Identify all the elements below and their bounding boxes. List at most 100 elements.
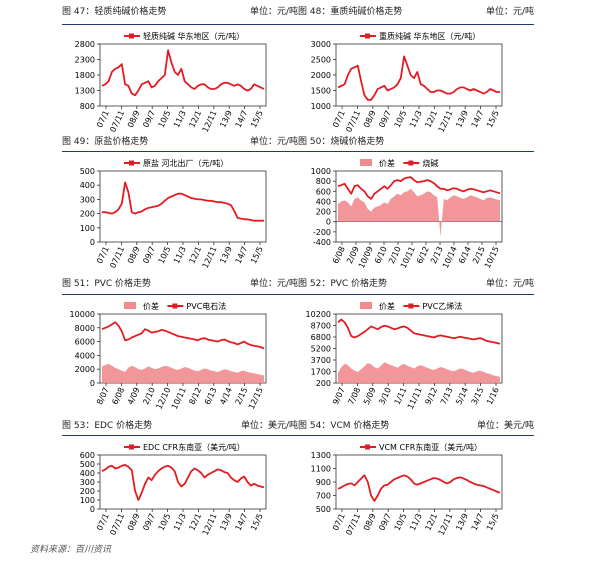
y-tick-label: 100 <box>80 224 95 233</box>
x-tick-label: 14/7 <box>470 512 486 532</box>
series-line <box>337 474 501 502</box>
x-tick-label: 10/5 <box>157 512 173 532</box>
y-tick-label: 1000 <box>311 102 331 111</box>
y-tick-label: 0 <box>90 379 95 388</box>
figure-divider <box>298 435 534 436</box>
y-tick-label: 200 <box>316 379 331 388</box>
x-tick-label: 2/10 <box>141 386 157 406</box>
legend-label: 轻质纯碱 华东地区（元/吨） <box>143 31 244 41</box>
y-tick-label: 5200 <box>311 345 331 354</box>
x-tick-label: 07/1 <box>95 245 111 265</box>
figure-title: 图 48：重质纯碱价格走势 <box>298 7 403 17</box>
y-tick-label: 300 <box>80 195 95 204</box>
figure-unit: 单位：元/吨 <box>249 7 298 17</box>
x-tick-label: 15/5 <box>249 512 265 532</box>
series-area <box>338 362 500 383</box>
x-tick-label: 07/1 <box>95 512 111 532</box>
x-tick-label: 12/1 <box>187 512 203 532</box>
plot-frame <box>335 170 503 243</box>
legend-label: EDC CFR东南亚（美元/吨） <box>143 442 245 452</box>
legend-marker <box>408 160 414 166</box>
y-tick-label: 1300 <box>75 87 95 96</box>
y-tick-label: 1100 <box>311 465 331 474</box>
chart-figure-52: 价差 PVC乙烯法 10200 8700 6800 5200 3700 1700 200 9/07… <box>298 296 534 411</box>
y-tick-label: 800 <box>316 177 331 186</box>
x-tick-label: 07/1 <box>331 109 347 129</box>
y-tick-label: 400 <box>316 197 331 206</box>
x-tick-label: 08/9 <box>126 109 142 129</box>
figure-title: 图 50：烧碱价格走势 <box>298 137 385 147</box>
x-tick-label: 14/7 <box>234 109 250 129</box>
y-tick-label: 1700 <box>311 368 331 377</box>
y-tick-label: 6800 <box>311 333 331 342</box>
x-tick-label: 9/12 <box>423 386 439 406</box>
y-tick-label: 500 <box>80 167 95 176</box>
x-tick-label: 10/5 <box>393 512 409 532</box>
x-tick-label: 07/11 <box>108 245 126 270</box>
legend-label: 价差 <box>379 158 395 168</box>
legend-swatch <box>360 159 372 166</box>
legend-marker <box>129 444 134 450</box>
x-tick-label: 3/10 <box>377 386 393 406</box>
y-tick-label: 0 <box>326 218 331 227</box>
x-tick-label: 07/11 <box>108 109 126 134</box>
x-tick-label: 3/15 <box>470 386 486 406</box>
y-tick-label: 600 <box>80 451 95 460</box>
x-tick-label: 15/5 <box>249 109 265 129</box>
x-tick-label: 4/14 <box>218 386 234 406</box>
legend-marker <box>408 303 414 309</box>
x-tick-label: 11/11 <box>406 386 424 411</box>
x-tick-label: 07/11 <box>344 109 362 134</box>
y-tick-label: 8000 <box>75 324 95 333</box>
y-tick-label: 0 <box>90 505 95 514</box>
x-tick-label: 7/08 <box>346 386 362 406</box>
x-tick-label: 12/1 <box>423 512 439 532</box>
x-tick-label: 13/9 <box>218 245 234 265</box>
x-tick-label: 15/5 <box>249 245 265 265</box>
chart-figure-51: 价差 PVC电石法 10000 8000 6000 4000 2000 0 8/07 6/08 4/… <box>62 296 298 411</box>
figure-title: 图 53：EDC 价格走势 <box>62 421 153 431</box>
figure-unit: 单位：元/吨 <box>485 279 534 289</box>
figure-unit: 单位：美元/吨 <box>240 421 298 431</box>
legend-label: 烧碱 <box>422 158 438 168</box>
x-tick-label: 6/13 <box>203 386 219 406</box>
x-tick-label: 12/11 <box>437 512 455 537</box>
y-tick-label: 1800 <box>75 71 95 80</box>
series-line <box>101 49 265 97</box>
legend-marker <box>365 33 370 39</box>
x-tick-label: 09/7 <box>141 245 157 265</box>
x-tick-label: 9/07 <box>331 386 347 406</box>
y-tick-label: 2300 <box>75 56 95 65</box>
series-line <box>101 321 265 350</box>
x-tick-label: 12/11 <box>201 512 219 537</box>
figure-divider <box>298 294 534 295</box>
x-tick-label: 10/5 <box>393 109 409 129</box>
x-tick-label: 13/9 <box>454 512 470 532</box>
chart-svg: 重质纯碱 华东地区（元/吨） 3000 2500 2000 1500 100007/107… <box>311 31 503 134</box>
y-tick-label: 4000 <box>75 351 95 360</box>
y-tick-label: 6000 <box>75 338 95 347</box>
y-tick-label: 1300 <box>311 451 331 460</box>
y-tick-label: 200 <box>80 210 95 219</box>
y-tick-label: 200 <box>80 487 95 496</box>
series-line <box>337 176 501 200</box>
x-tick-label: 07/1 <box>95 109 111 129</box>
legend-marker <box>129 33 134 39</box>
x-tick-label: 13/9 <box>454 109 470 129</box>
chart-figure-53: EDC CFR东南亚（美元/吨） 600 500 400 300 200 100 0 07/1 0… <box>62 437 298 537</box>
figure-49-header: 图 49：原盐价格走势 单位：元/吨 <box>62 134 298 150</box>
chart-figure-54: VCM CFR东南亚（美元/吨） 1300 1100 900 700 500 07/1 07/… <box>298 437 534 537</box>
y-tick-label: 400 <box>80 469 95 478</box>
y-tick-label: 400 <box>80 181 95 190</box>
y-tick-label: 200 <box>316 208 331 217</box>
chart-figure-48: 重质纯碱 华东地区（元/吨） 3000 2500 2000 1500 1000 07/1 07… <box>298 26 534 134</box>
figure-50-header: 图 50：烧碱价格走势 <box>298 134 534 150</box>
x-tick-label: 4/09 <box>126 386 142 406</box>
figure-divider <box>62 24 298 25</box>
legend-marker <box>129 160 134 166</box>
figure-title: 图 54：VCM 价格走势 <box>298 421 390 431</box>
figure-unit: 单位：元/吨 <box>249 137 298 147</box>
y-tick-label: 1000 <box>311 167 331 176</box>
x-tick-label: 08/9 <box>126 512 142 532</box>
